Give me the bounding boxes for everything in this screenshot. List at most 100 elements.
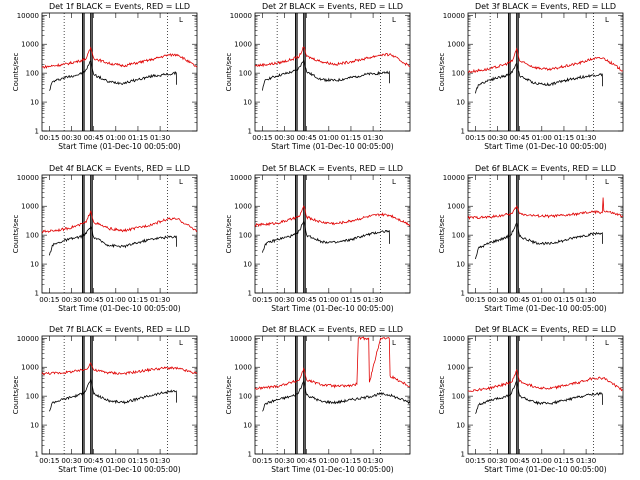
y-axis-label: Counts/sec: [12, 376, 20, 415]
x-tick-label: 00:15: [252, 296, 272, 304]
plot-frame: [41, 12, 198, 132]
y-tick-label: 100: [239, 232, 252, 240]
panel-det-4: Det 4f BLACK = Events, RED = LLD 1 10 100 10…: [12, 164, 198, 313]
x-tick-label: 00:15: [39, 457, 59, 465]
x-tick-label: 00:30: [274, 134, 294, 142]
series-lld-line: [41, 46, 198, 69]
series-events-line: [475, 222, 603, 260]
x-tick-label: 00:45: [297, 134, 317, 142]
x-axis-label: Start Time (01-Dec-10 00:05:00): [271, 465, 393, 474]
y-tick-label: 100: [26, 393, 39, 401]
x-tick-label: 01:30: [150, 134, 170, 142]
x-axis-label: Start Time (01-Dec-10 00:05:00): [484, 304, 606, 313]
panel-title: Det 8f BLACK = Events, RED = LLD: [262, 325, 403, 334]
y-tick-label: 10: [243, 422, 252, 430]
x-tick-label: 01:30: [363, 134, 383, 142]
panel-title: Det 5f BLACK = Events, RED = LLD: [262, 164, 403, 173]
y-tick-label: 10000: [17, 12, 39, 20]
panel-title: Det 6f BLACK = Events, RED = LLD: [475, 164, 616, 173]
x-tick-label: 01:15: [554, 457, 574, 465]
y-tick-label: 10: [456, 422, 465, 430]
panel-det-8: Det 8f BLACK = Events, RED = LLD 1 10 100 10…: [225, 325, 411, 474]
x-tick-label: 01:30: [576, 457, 596, 465]
series-events-line: [475, 62, 603, 94]
x-tick-label: 00:45: [297, 296, 317, 304]
y-tick-label: 100: [239, 70, 252, 78]
series-lld-line: [254, 205, 411, 228]
x-tick-label: 01:15: [128, 457, 148, 465]
plot-frame: [467, 335, 624, 455]
x-tick-label: 01:00: [319, 134, 339, 142]
corner-mark: L: [605, 178, 609, 186]
x-tick-label: 01:15: [128, 134, 148, 142]
x-tick-label: 00:15: [252, 457, 272, 465]
panel-title: Det 3f BLACK = Events, RED = LLD: [475, 2, 616, 11]
y-axis-label: Counts/sec: [12, 53, 20, 92]
y-tick-label: 100: [26, 70, 39, 78]
panel-det-5: Det 5f BLACK = Events, RED = LLD 1 10 100 10…: [225, 164, 411, 313]
x-tick-label: 00:45: [297, 457, 317, 465]
x-tick-label: 01:00: [106, 296, 126, 304]
y-axis-label: Counts/sec: [225, 376, 233, 415]
x-tick-label: 00:30: [61, 296, 81, 304]
x-tick-label: 00:30: [274, 457, 294, 465]
x-axis-label: Start Time (01-Dec-10 00:05:00): [271, 142, 393, 151]
panel-title: Det 4f BLACK = Events, RED = LLD: [49, 164, 190, 173]
y-axis-label: Counts/sec: [438, 376, 446, 415]
x-axis-label: Start Time (01-Dec-10 00:05:00): [271, 304, 393, 313]
x-tick-label: 00:45: [510, 296, 530, 304]
x-tick-label: 00:45: [510, 457, 530, 465]
x-tick-label: 00:30: [274, 296, 294, 304]
panel-title: Det 9f BLACK = Events, RED = LLD: [475, 325, 616, 334]
x-tick-label: 00:45: [510, 134, 530, 142]
series-events-line: [49, 377, 177, 412]
series-events-line: [262, 58, 390, 91]
y-tick-label: 1000: [447, 203, 465, 211]
x-tick-label: 01:15: [341, 134, 361, 142]
x-tick-label: 00:15: [465, 296, 485, 304]
series-events-line: [475, 380, 603, 414]
x-tick-label: 01:15: [341, 296, 361, 304]
y-axis-label: Counts/sec: [12, 215, 20, 254]
plot-frame: [41, 174, 198, 294]
y-tick-label: 10: [30, 422, 39, 430]
y-tick-label: 1: [248, 128, 252, 136]
y-tick-label: 1: [248, 290, 252, 298]
x-tick-label: 01:30: [363, 457, 383, 465]
x-tick-label: 01:00: [319, 296, 339, 304]
series-lld-line: [255, 46, 411, 68]
x-tick-label: 00:45: [84, 457, 104, 465]
y-tick-label: 100: [26, 232, 39, 240]
series-lld-line: [467, 368, 624, 392]
panel-title: Det 2f BLACK = Events, RED = LLD: [262, 2, 403, 11]
y-tick-label: 1000: [447, 41, 465, 49]
y-axis-label: Counts/sec: [438, 215, 446, 254]
x-tick-label: 00:30: [61, 134, 81, 142]
x-tick-label: 00:45: [84, 296, 104, 304]
panel-title: Det 7f BLACK = Events, RED = LLD: [49, 325, 190, 334]
y-tick-label: 10000: [443, 174, 465, 182]
series-events-line: [49, 60, 177, 91]
corner-mark: L: [392, 178, 396, 186]
x-tick-label: 01:15: [341, 457, 361, 465]
y-tick-label: 10000: [230, 335, 252, 343]
y-tick-label: 1: [461, 290, 465, 298]
x-tick-label: 01:15: [554, 134, 574, 142]
plot-frame: [467, 12, 624, 132]
y-tick-label: 10000: [17, 335, 39, 343]
y-axis-label: Counts/sec: [225, 215, 233, 254]
plot-frame: [254, 12, 411, 132]
x-tick-label: 01:30: [576, 296, 596, 304]
series-lld-line: [41, 362, 198, 376]
y-axis-label: Counts/sec: [225, 53, 233, 92]
y-tick-label: 10: [243, 261, 252, 269]
y-axis-label: Counts/sec: [438, 53, 446, 92]
x-tick-label: 00:15: [39, 134, 59, 142]
x-tick-label: 00:15: [465, 134, 485, 142]
x-tick-label: 01:00: [532, 134, 552, 142]
x-axis-label: Start Time (01-Dec-10 00:05:00): [484, 465, 606, 474]
y-tick-label: 100: [239, 393, 252, 401]
corner-mark: L: [179, 178, 183, 186]
y-tick-label: 1000: [234, 203, 252, 211]
x-tick-label: 00:15: [252, 134, 272, 142]
